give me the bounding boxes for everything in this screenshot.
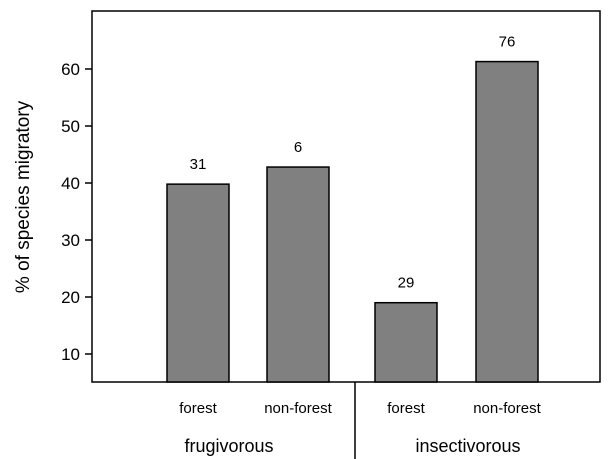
data-label: 6	[294, 139, 302, 156]
y-tick-label: 60	[61, 60, 80, 79]
y-tick-label: 30	[61, 231, 80, 250]
bar-insectivorous-non-forest	[475, 60, 539, 383]
plot-frame	[91, 10, 601, 383]
data-labels: 31 6 29 76	[190, 34, 516, 292]
y-axis: 10 20 30 40 50 60	[61, 60, 92, 364]
category-label: forest	[179, 400, 217, 417]
data-label: 76	[499, 34, 516, 51]
group-label-frugivorous: frugivorous	[184, 436, 273, 456]
y-tick-label: 50	[61, 117, 80, 136]
group-label-insectivorous: insectivorous	[415, 436, 520, 456]
category-label: forest	[387, 400, 425, 417]
y-tick-label: 20	[61, 288, 80, 307]
y-tick-label: 40	[61, 174, 80, 193]
category-labels: forest non-forest forest non-forest	[179, 400, 541, 417]
data-label: 29	[398, 275, 415, 292]
y-axis-title: % of species migratory	[13, 100, 34, 293]
category-label: non-forest	[264, 400, 332, 417]
bar-frugivorous-non-forest	[266, 166, 330, 383]
bar-frugivorous-forest	[166, 183, 230, 383]
category-label: non-forest	[473, 400, 541, 417]
y-tick-label: 10	[61, 345, 80, 364]
bars	[166, 60, 539, 383]
data-label: 31	[190, 156, 207, 173]
bar-insectivorous-forest	[374, 301, 438, 383]
